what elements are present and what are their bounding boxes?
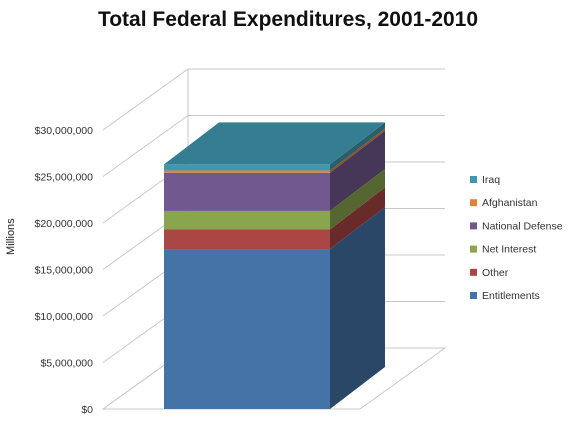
bar-front <box>164 249 330 409</box>
bar-segment-afghanistan <box>164 128 385 173</box>
bar-segment-national-defense <box>164 130 385 211</box>
bar-side <box>330 168 385 230</box>
bar-side <box>330 207 385 409</box>
gridline-diag <box>102 68 189 131</box>
legend-label: National Defense <box>482 220 563 232</box>
bar-front <box>164 229 330 250</box>
bar-front <box>164 170 330 173</box>
legend-swatch <box>470 292 477 299</box>
legend-label: Entitlements <box>482 290 540 302</box>
y-tick-label: $0 <box>81 404 93 416</box>
bar-front <box>164 164 330 171</box>
y-tick-label: $5,000,000 <box>40 358 93 370</box>
y-tick-label: $25,000,000 <box>35 172 94 184</box>
legend-label: Net Interest <box>482 244 536 256</box>
bar-side <box>330 128 385 173</box>
bar-side <box>330 130 385 211</box>
gridline-diag <box>102 115 189 177</box>
legend-swatch <box>470 222 477 230</box>
bar-side <box>330 187 385 250</box>
bar-top <box>164 122 385 165</box>
bar-segment-entitlements <box>164 207 385 409</box>
bar-segment-iraq <box>164 122 385 171</box>
legend-item: Afghanistan <box>470 197 538 209</box>
legend-item: Entitlements <box>470 290 540 302</box>
bar-front <box>164 210 330 230</box>
bar-segment-other <box>164 187 385 250</box>
legend-label: Afghanistan <box>482 197 538 209</box>
legend-item: Iraq <box>470 174 500 186</box>
legend-swatch <box>470 268 477 276</box>
legend-swatch <box>470 176 477 183</box>
y-tick-label: $30,000,000 <box>35 125 94 137</box>
bar-front <box>164 172 330 211</box>
chart-title: Total Federal Expenditures, 2001-2010 <box>97 8 479 31</box>
legend: Iraq Afghanistan National Defense Net Inter… <box>470 174 563 302</box>
y-tick-label: $15,000,000 <box>35 265 94 277</box>
bar-segments <box>164 122 385 409</box>
bar-side <box>330 122 385 171</box>
legend-swatch <box>470 199 477 207</box>
legend-swatch <box>470 245 477 253</box>
y-tick-label: $20,000,000 <box>35 218 94 230</box>
legend-item: Net Interest <box>470 244 536 256</box>
legend-label: Other <box>482 267 509 279</box>
legend-item: National Defense <box>470 220 563 232</box>
y-tick-label: $10,000,000 <box>35 311 94 323</box>
bar-segment-net-interest <box>164 168 385 230</box>
legend-label: Iraq <box>482 174 500 186</box>
legend-item: Other <box>470 267 509 279</box>
y-tick-labels: $0 $5,000,000 $10,000,000 $15,000,000 $20,00… <box>35 125 94 416</box>
